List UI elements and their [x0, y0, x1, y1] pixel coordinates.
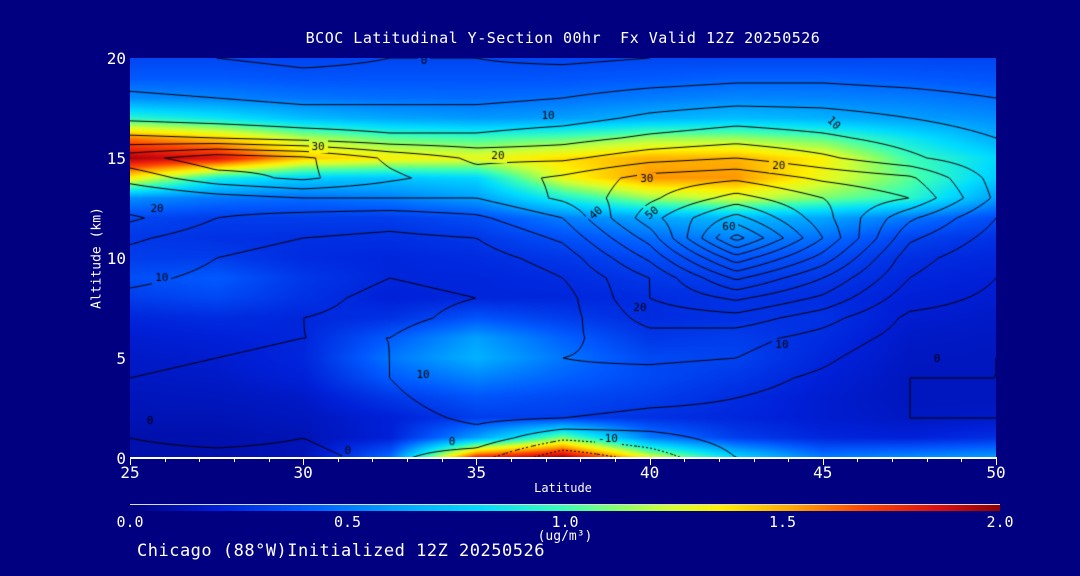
x-minor-tick-mark: [857, 459, 858, 462]
x-tick-label: 35: [466, 463, 487, 482]
x-minor-tick-mark: [199, 459, 200, 462]
y-tick-label: 5: [116, 349, 126, 368]
y-tick-label: 15: [106, 149, 126, 168]
x-minor-tick-mark: [511, 459, 512, 462]
x-minor-tick-mark: [407, 459, 408, 462]
x-minor-tick-mark: [234, 459, 235, 462]
x-minor-tick-mark: [580, 459, 581, 462]
colorbar-tick-label: 0.0: [116, 513, 144, 531]
x-major-tick-mark: [130, 459, 131, 465]
x-minor-tick-mark: [684, 459, 685, 462]
x-major-tick-mark: [303, 459, 304, 465]
footer-annotation: Chicago (88°W)Initialized 12Z 20250526: [137, 541, 545, 561]
x-major-tick-mark: [823, 459, 824, 465]
x-minor-tick-mark: [892, 459, 893, 462]
x-minor-tick-mark: [372, 459, 373, 462]
x-minor-tick-mark: [719, 459, 720, 462]
y-tick-label: 10: [106, 249, 126, 268]
colorbar-tick-label: 2.0: [986, 513, 1014, 531]
colorbar-tick-label: 1.0: [551, 513, 579, 531]
x-minor-tick-mark: [269, 459, 270, 462]
x-tick-label: 40: [639, 463, 660, 482]
y-tick-label: 20: [106, 49, 126, 68]
x-minor-tick-mark: [546, 459, 547, 462]
x-tick-label: 45: [813, 463, 833, 482]
x-minor-tick-mark: [754, 459, 755, 462]
x-minor-tick-mark: [788, 459, 789, 462]
colorbar-gradient-strip: [130, 504, 1000, 511]
y-tick-label: 0: [116, 449, 126, 468]
x-axis-title: Latitude: [534, 481, 592, 495]
x-minor-tick-mark: [927, 459, 928, 462]
x-tick-label: 30: [293, 463, 313, 482]
x-major-tick-mark: [650, 459, 651, 465]
x-minor-tick-mark: [165, 459, 166, 462]
x-axis-line: [130, 457, 997, 459]
colorbar-tick-label: 1.5: [768, 513, 797, 531]
x-minor-tick-mark: [615, 459, 616, 462]
x-major-tick-mark: [476, 459, 477, 465]
x-tick-label: 50: [986, 463, 1006, 482]
x-minor-tick-mark: [961, 459, 962, 462]
x-minor-tick-mark: [338, 459, 339, 462]
colorbar-unit-label: (ug/m³): [537, 529, 593, 544]
x-minor-tick-mark: [442, 459, 443, 462]
x-tick-label: 25: [120, 463, 140, 482]
chart-title: BCOC Latitudinal Y-Section 00hr Fx Valid…: [305, 29, 821, 47]
contour-plot-canvas: [130, 58, 996, 458]
colorbar-tick-label: 0.5: [333, 513, 362, 531]
x-major-tick-mark: [996, 459, 997, 465]
